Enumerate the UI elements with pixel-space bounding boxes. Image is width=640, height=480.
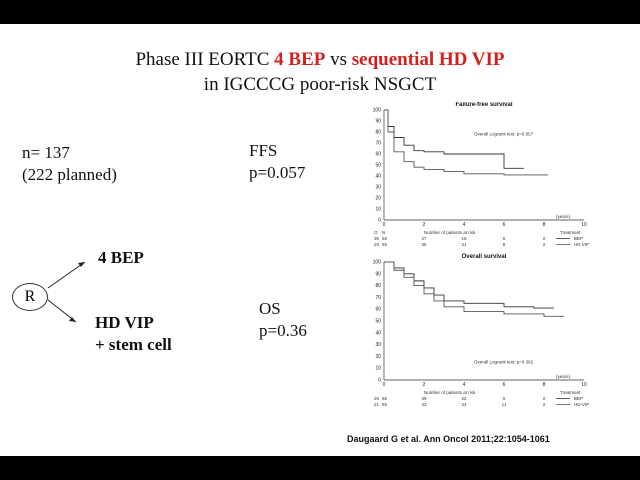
- risk-count: 9: [503, 396, 506, 401]
- x-tick-label: 10: [581, 382, 587, 388]
- os-label: OS: [259, 299, 281, 318]
- os-pvalue: p=0.36: [259, 321, 307, 340]
- x-axis-label: (years): [556, 214, 571, 219]
- risk-count: 22: [461, 396, 467, 401]
- risk-count: 8: [503, 242, 506, 247]
- y-tick-label: 0: [378, 218, 381, 224]
- title-prefix: Phase III EORTC: [135, 49, 275, 70]
- chart-title: Failure-free survival: [455, 102, 512, 108]
- risk-n: 66: [382, 236, 388, 241]
- slide: Phase III EORTC 4 BEP vs sequential HD V…: [0, 24, 640, 456]
- y-tick-label: 70: [375, 141, 381, 147]
- survival-curve-bep: [384, 109, 548, 176]
- slide-title-line2: in IGCCCG poor-risk NSGCT: [203, 74, 437, 95]
- risk-n: 65: [382, 402, 388, 407]
- arm-hdvip-label: HD VIP: [95, 313, 154, 332]
- risk-o: 21: [374, 402, 380, 407]
- y-tick-label: 50: [375, 163, 381, 169]
- risk-o: 36: [374, 236, 380, 241]
- ffs-pvalue: p=0.057: [249, 163, 306, 182]
- y-tick-label: 50: [375, 319, 381, 325]
- risk-count: 36: [421, 242, 427, 247]
- risk-count: 2: [543, 242, 546, 247]
- y-tick-label: 60: [375, 307, 381, 313]
- x-axis-label: (years): [556, 374, 571, 379]
- ffs-chart: Failure-free survival0102030405060708090…: [373, 102, 589, 247]
- title-hdvip: sequential HD VIP: [351, 49, 505, 70]
- x-tick-label: 8: [543, 382, 546, 388]
- planned-size: (222 planned): [22, 165, 117, 184]
- y-tick-label: 10: [375, 366, 381, 372]
- x-tick-label: 2: [423, 382, 426, 388]
- risk-count: 5: [503, 236, 506, 241]
- y-tick-label: 90: [375, 271, 381, 277]
- risk-count: 15: [461, 236, 467, 241]
- randomization-arrows: [47, 261, 86, 323]
- y-tick-label: 40: [375, 330, 381, 336]
- ffs-label: FFS: [249, 141, 278, 160]
- y-tick-label: 10: [375, 207, 381, 213]
- y-tick-label: 80: [375, 283, 381, 289]
- risk-count: 21: [461, 242, 467, 247]
- survival-curve-bep: [384, 261, 564, 317]
- risk-col-n: N: [382, 230, 385, 235]
- y-tick-label: 30: [375, 342, 381, 348]
- legend-entry: BEP: [574, 396, 583, 401]
- sample-size: n= 137: [22, 143, 70, 162]
- chart-title: Overall survival: [462, 254, 507, 260]
- x-tick-label: 8: [543, 222, 546, 228]
- y-tick-label: 90: [375, 119, 381, 125]
- y-tick-label: 30: [375, 185, 381, 191]
- slide-title-line1: Phase III EORTC 4 BEP vs sequential HD V…: [0, 49, 640, 71]
- legend-entry: BEP: [574, 236, 583, 241]
- risk-count: 2: [543, 236, 546, 241]
- risk-n: 66: [382, 396, 388, 401]
- risk-col-o: O: [374, 230, 378, 235]
- legend-title: Treatment: [560, 390, 581, 395]
- survival-curve-hdvip: [384, 109, 524, 169]
- arm-stemcell-label: + stem cell: [95, 335, 172, 354]
- risk-count: 42: [421, 402, 427, 407]
- x-tick-label: 4: [463, 222, 466, 228]
- x-tick-label: 6: [503, 222, 506, 228]
- legend-entry: HD VIP: [574, 242, 589, 247]
- logrank-annotation: Overall Logrank test: p=0.057: [474, 131, 534, 136]
- risk-table-header: Number of patients at risk: [424, 390, 476, 395]
- x-tick-label: 0: [383, 382, 386, 388]
- y-tick-label: 40: [375, 174, 381, 180]
- risk-n: 65: [382, 242, 388, 247]
- risk-count: 27: [421, 236, 427, 241]
- y-tick-label: 20: [375, 354, 381, 360]
- y-tick-label: 60: [375, 152, 381, 158]
- risk-count: 24: [461, 402, 467, 407]
- risk-count: 2: [543, 402, 546, 407]
- reference-citation: Daugaard G et al. Ann Oncol 2011;22:1054…: [347, 434, 550, 444]
- legend-title: Treatment: [560, 230, 581, 235]
- y-tick-label: 100: [373, 108, 382, 114]
- x-tick-label: 0: [383, 222, 386, 228]
- y-tick-label: 70: [375, 295, 381, 301]
- arm-bep-label: 4 BEP: [98, 248, 144, 267]
- survival-curve-hdvip: [384, 261, 554, 309]
- risk-o: 26: [374, 396, 380, 401]
- risk-count: 2: [543, 396, 546, 401]
- x-tick-label: 2: [423, 222, 426, 228]
- risk-count: 39: [421, 396, 427, 401]
- x-tick-label: 4: [463, 382, 466, 388]
- y-tick-label: 80: [375, 130, 381, 136]
- title-bep: 4 BEP: [274, 49, 326, 70]
- y-tick-label: 100: [373, 260, 382, 266]
- x-tick-label: 6: [503, 382, 506, 388]
- risk-table-header: Number of patients at risk: [424, 230, 476, 235]
- risk-count: 11: [502, 402, 507, 407]
- x-tick-label: 10: [581, 222, 587, 228]
- logrank-annotation: Overall Logrank test: p=0.362: [474, 359, 534, 364]
- risk-o: 29: [374, 242, 380, 247]
- os-chart: Overall survival 0 10 20 30 40 50 60 70 80 90 100 0 2…: [373, 254, 590, 407]
- y-tick-label: 0: [378, 378, 381, 384]
- randomization-circle: R: [12, 283, 48, 311]
- legend-entry: HD-VIP: [574, 402, 589, 407]
- y-tick-label: 20: [375, 196, 381, 202]
- title-vs: vs: [325, 49, 352, 70]
